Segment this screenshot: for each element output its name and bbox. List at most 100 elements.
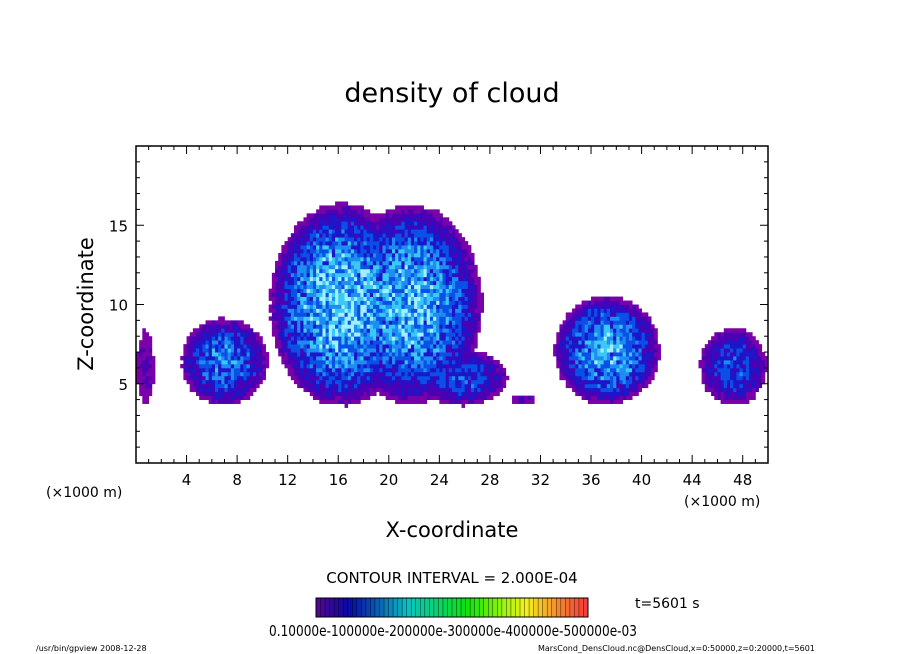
density-cell [584, 371, 589, 377]
density-cell [196, 387, 200, 393]
density-cell [347, 348, 352, 353]
density-cell [606, 344, 611, 349]
density-cell [385, 252, 390, 258]
density-cell [360, 328, 364, 333]
density-cell [455, 367, 459, 373]
density-cell [224, 359, 229, 365]
density-cell [638, 379, 642, 385]
density-cell [385, 363, 390, 369]
density-cell [404, 276, 409, 282]
density-cell [189, 359, 194, 365]
density-cell [467, 249, 472, 254]
density-cell [300, 296, 304, 301]
density-cell [641, 348, 646, 353]
density-cell [199, 344, 203, 349]
density-cell [474, 272, 478, 278]
density-cell [733, 367, 737, 373]
density-cell [233, 356, 238, 361]
density-cell [414, 209, 418, 214]
density-cell [404, 308, 409, 313]
density-cell [458, 296, 462, 301]
density-cell [439, 288, 443, 294]
density-cell [350, 395, 355, 400]
density-cell [524, 395, 529, 400]
density-cell [388, 367, 393, 373]
density-cell [423, 348, 428, 353]
density-cell [331, 359, 336, 365]
density-cell [404, 245, 409, 250]
density-cell [322, 332, 326, 337]
density-cell [208, 387, 213, 393]
density-cell [366, 221, 371, 226]
density-cell [455, 245, 459, 250]
density-cell [401, 320, 405, 325]
density-cell [306, 280, 311, 286]
density-cell [354, 356, 358, 361]
density-cell [331, 284, 336, 290]
density-cell [559, 328, 563, 333]
density-cell [303, 272, 308, 278]
density-cell [439, 387, 443, 393]
density-cell [442, 256, 447, 262]
density-cell [736, 344, 740, 349]
density-cell [429, 371, 434, 377]
density-cell [442, 300, 447, 305]
density-cell [275, 332, 279, 337]
density-cell [610, 336, 614, 341]
density-cell [148, 383, 153, 389]
density-cell [581, 356, 586, 361]
density-cell [745, 371, 750, 377]
density-cell [385, 352, 390, 357]
density-cell [401, 328, 405, 333]
density-cell [442, 316, 447, 321]
density-cell [587, 379, 592, 385]
density-cell [360, 233, 364, 238]
density-cell [221, 348, 225, 353]
density-cell [357, 387, 361, 393]
density-cell [455, 336, 459, 341]
density-cell [325, 379, 330, 385]
density-cell [347, 312, 352, 317]
density-cell [707, 340, 712, 345]
density-cell [720, 391, 725, 397]
density-cell [625, 387, 630, 393]
density-cell [613, 391, 617, 397]
density-cell [338, 308, 342, 313]
density-cell [417, 367, 421, 373]
density-cell [215, 387, 219, 393]
density-cell [328, 221, 333, 226]
density-cell [271, 288, 276, 294]
colorbar-segment [347, 598, 353, 617]
density-cell [600, 371, 605, 377]
density-cell [404, 359, 409, 365]
density-cell [312, 308, 317, 313]
density-cell [635, 304, 639, 309]
density-cell [382, 245, 387, 250]
density-cell [442, 233, 447, 238]
density-cell [704, 371, 709, 377]
density-cell [335, 268, 339, 274]
density-cell [613, 348, 617, 353]
density-cell [350, 356, 355, 361]
density-cell [192, 352, 197, 357]
density-cell [382, 252, 387, 258]
density-cell [243, 359, 247, 365]
density-cell [455, 379, 459, 385]
density-cell [610, 320, 614, 325]
density-cell [373, 229, 377, 234]
density-cell [357, 300, 361, 305]
density-cell [591, 379, 595, 385]
density-cell [610, 375, 614, 381]
density-cell [316, 316, 320, 321]
density-cell [638, 367, 642, 373]
density-cell [275, 260, 279, 266]
density-cell [306, 383, 311, 389]
density-cell [398, 320, 402, 325]
density-cell [196, 375, 200, 381]
density-cell [410, 209, 415, 214]
density-cell [575, 391, 579, 397]
density-cell [275, 308, 279, 313]
density-cell [452, 387, 456, 393]
density-cell [467, 375, 472, 381]
density-cell [338, 264, 342, 270]
